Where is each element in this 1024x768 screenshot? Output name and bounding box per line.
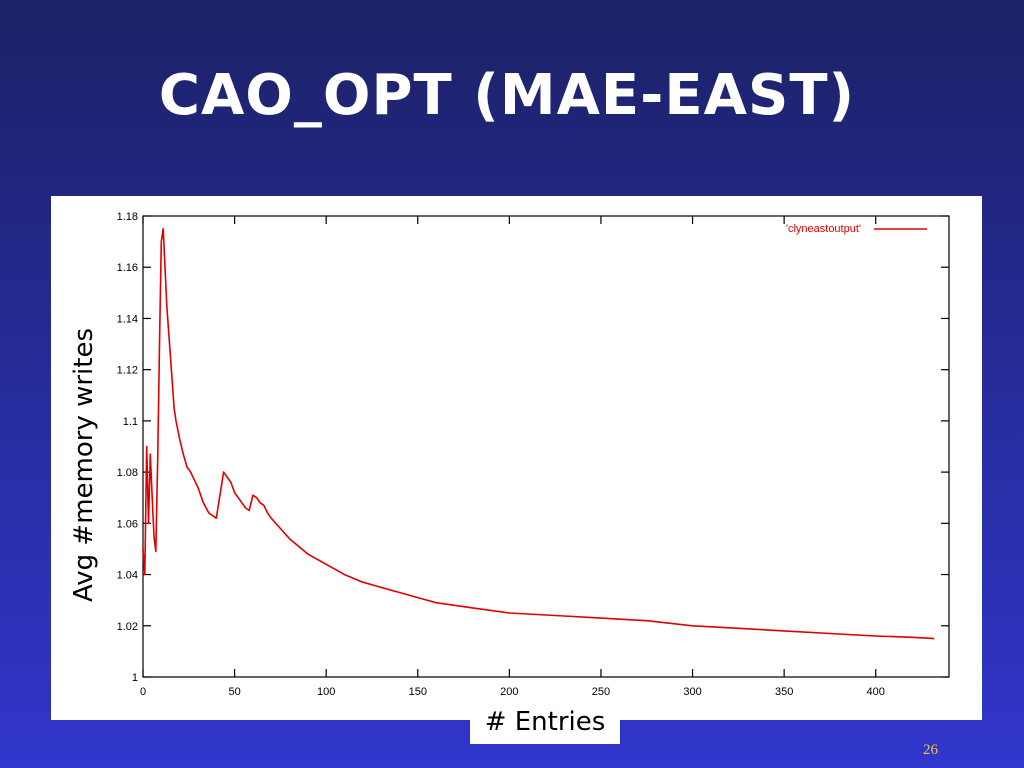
x-tick-label: 400	[867, 686, 885, 698]
x-tick-label: 300	[683, 686, 701, 698]
slide-number: 26	[923, 742, 938, 758]
series-line	[142, 227, 935, 640]
y-tick-label: 1.04	[117, 570, 138, 582]
slide-title: CAO_OPT (MAE-EAST)	[158, 63, 856, 128]
x-tick-label: 150	[409, 686, 427, 698]
y-tick-label: 1	[132, 672, 138, 684]
x-tick-label: 50	[228, 686, 240, 698]
x-tick-label: 250	[592, 686, 610, 698]
y-tick-label: 1.18	[117, 211, 138, 223]
plot-frame	[142, 215, 950, 678]
y-tick-label: 1.06	[117, 518, 138, 530]
x-tick-label: 350	[775, 686, 793, 698]
chart-panel: 1 1.02 1.04 1.06 1.08 1.1 1.12 1.14 1.16 1.18 0 50 1…	[51, 196, 982, 720]
legend-label: 'clyneastoutput'	[786, 223, 861, 235]
y-tick-label: 1.08	[117, 467, 138, 479]
y-tick-label: 1.12	[117, 365, 138, 377]
y-tick-label: 1.02	[117, 621, 138, 633]
x-tick-label: 100	[317, 686, 335, 698]
line-chart: 1 1.02 1.04 1.06 1.08 1.1 1.12 1.14 1.16 1.18 0 50 1…	[117, 211, 950, 698]
x-tick-label: 0	[140, 686, 146, 698]
y-axis-title: Avg #memory writes	[69, 327, 99, 603]
y-tick-label: 1.1	[123, 416, 138, 428]
y-tick-label: 1.14	[117, 313, 138, 325]
x-tick-label: 200	[500, 686, 518, 698]
y-tick-label: 1.16	[117, 262, 138, 274]
x-axis-title: # Entries	[470, 703, 620, 744]
